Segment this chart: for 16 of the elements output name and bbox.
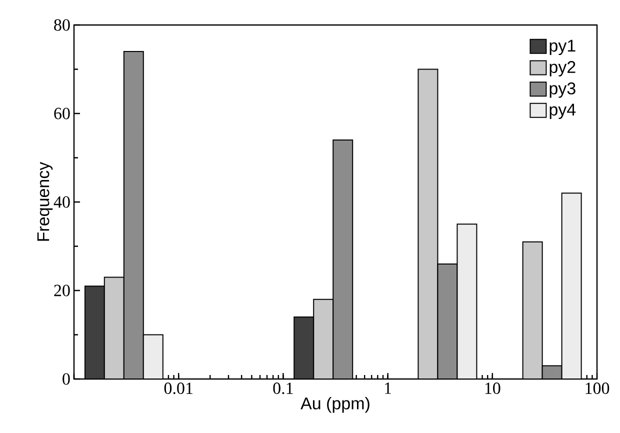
y-tick-label: 0 xyxy=(62,373,70,385)
y-tick-label: 40 xyxy=(54,196,70,208)
y-tick-label: 80 xyxy=(54,19,70,31)
x-axis-title: Au (ppm) xyxy=(300,396,370,413)
legend-label: py3 xyxy=(550,82,576,98)
y-axis-title: Frequency xyxy=(37,162,53,241)
legend-label: py1 xyxy=(550,40,576,56)
y-tick-label: 60 xyxy=(54,108,70,120)
x-tick-label: 0.1 xyxy=(273,382,293,394)
x-tick-label: 0.01 xyxy=(164,382,192,394)
x-tick-label: 100 xyxy=(586,382,610,394)
x-tick-label: 10 xyxy=(485,382,500,394)
legend-label: py2 xyxy=(550,61,576,76)
legend-label: py4 xyxy=(550,104,576,119)
y-tick-label: 20 xyxy=(54,284,70,296)
x-tick-label: 1 xyxy=(385,382,392,394)
